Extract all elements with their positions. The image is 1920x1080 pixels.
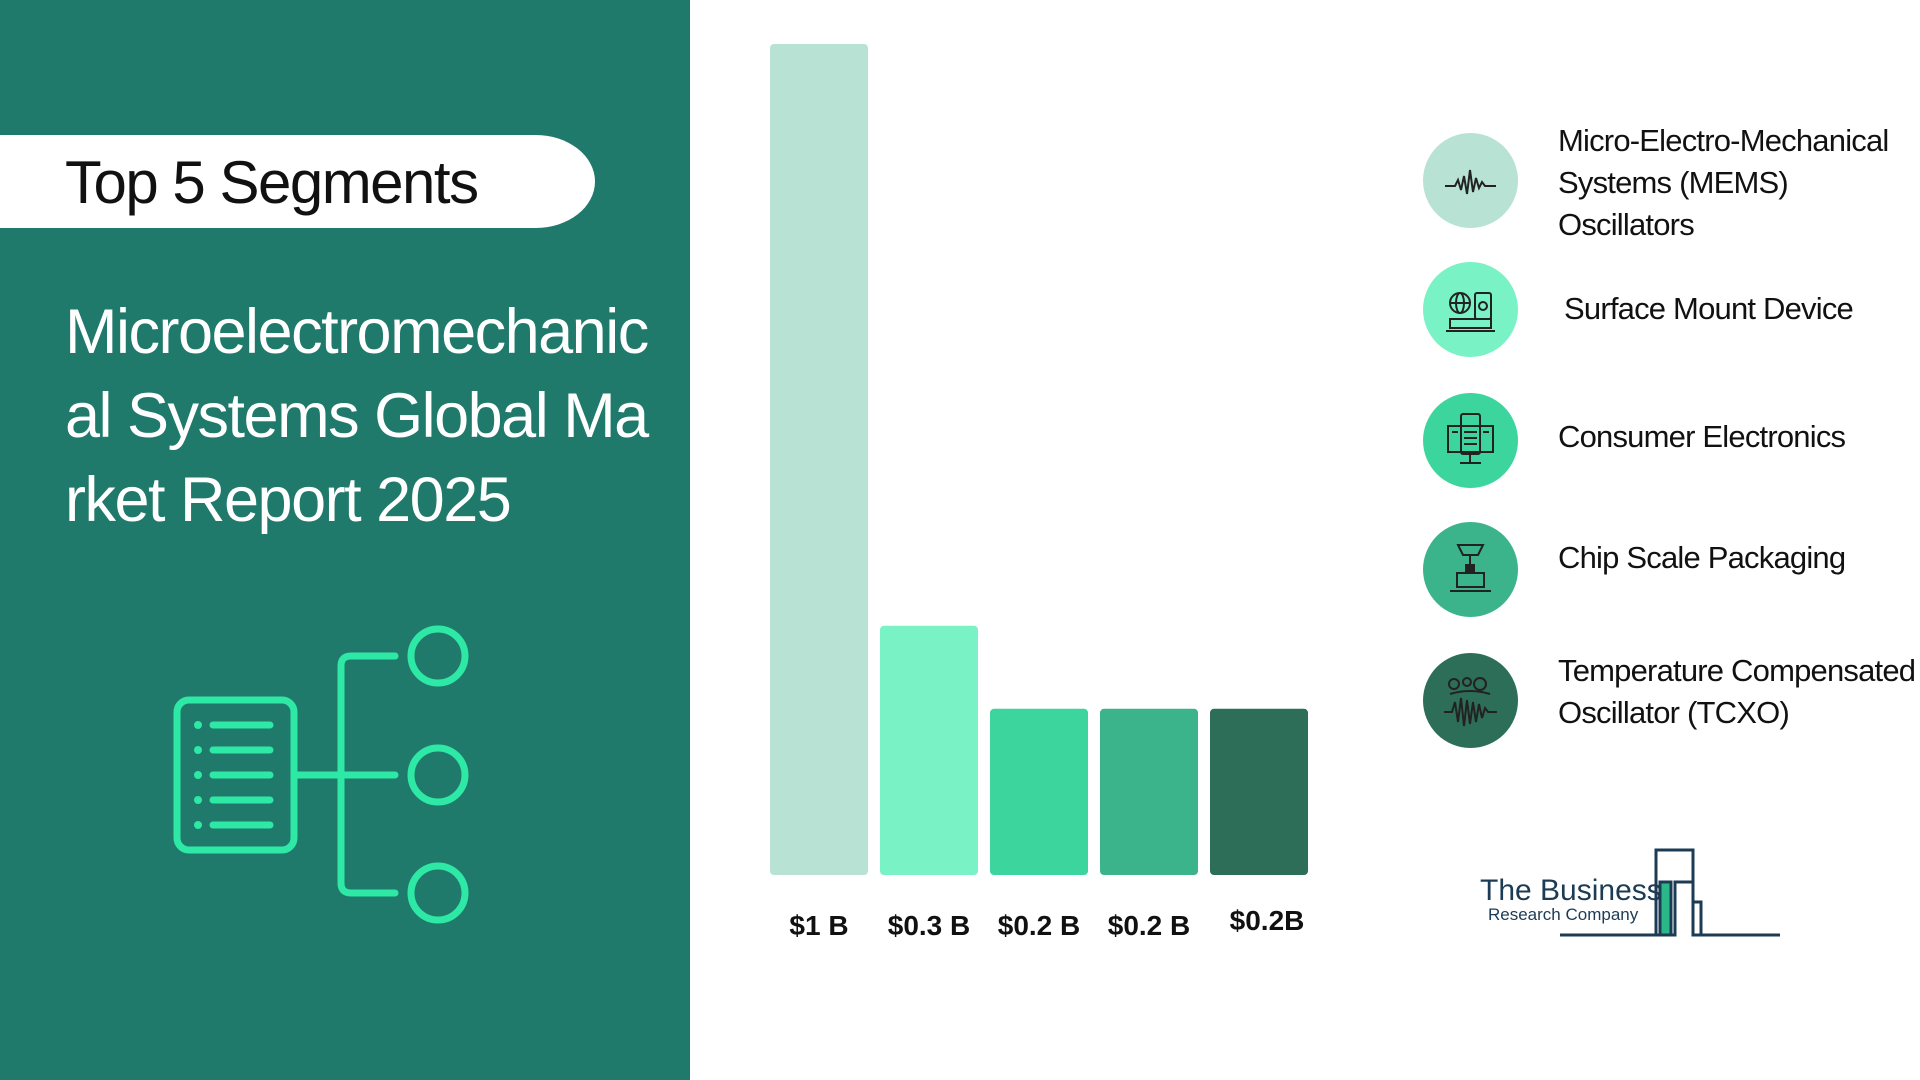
tablet-monitor-icon [1423, 393, 1518, 488]
bar-2 [880, 625, 978, 875]
segment-bar-chart: $1 B $0.3 B $0.2 B $0.2 B $0.2B [770, 44, 1308, 941]
legend-label: Chip Scale Packaging [1558, 540, 1846, 575]
bar-value-label: $0.3 B [888, 910, 971, 941]
segments-badge-label: Top 5 Segments [65, 149, 479, 216]
waveform-icon [1423, 133, 1518, 228]
company-logo: The Business Research Company [1480, 848, 1780, 937]
device-gear-icon [1423, 262, 1518, 357]
bar-value-label: $0.2B [1230, 905, 1305, 936]
bar-5 [1210, 708, 1308, 875]
segments-tree-icon [173, 625, 469, 924]
logo-line1: The Business [1480, 874, 1662, 907]
temperature-oscillator-icon [1423, 653, 1518, 748]
segments-badge [0, 135, 595, 228]
bar-value-label: $0.2 B [1108, 910, 1191, 941]
chip-machine-icon [1423, 522, 1518, 617]
legend-label: Temperature Compensated Oscillator (TCXO… [1558, 653, 1916, 730]
logo-line2: Research Company [1488, 905, 1639, 924]
legend-label: Micro-Electro-Mechanical Systems (MEMS) … [1558, 123, 1889, 242]
bar-3 [990, 708, 1088, 875]
legend-label: Consumer Electronics [1558, 419, 1846, 454]
bar-value-label: $1 B [789, 910, 848, 941]
bar-1 [770, 44, 868, 875]
report-title: Microelectromechanical Systems Global Ma… [65, 297, 649, 535]
bar-value-label: $0.2 B [998, 910, 1081, 941]
legend-label: Surface Mount Device [1564, 291, 1854, 326]
bar-4 [1100, 708, 1198, 875]
